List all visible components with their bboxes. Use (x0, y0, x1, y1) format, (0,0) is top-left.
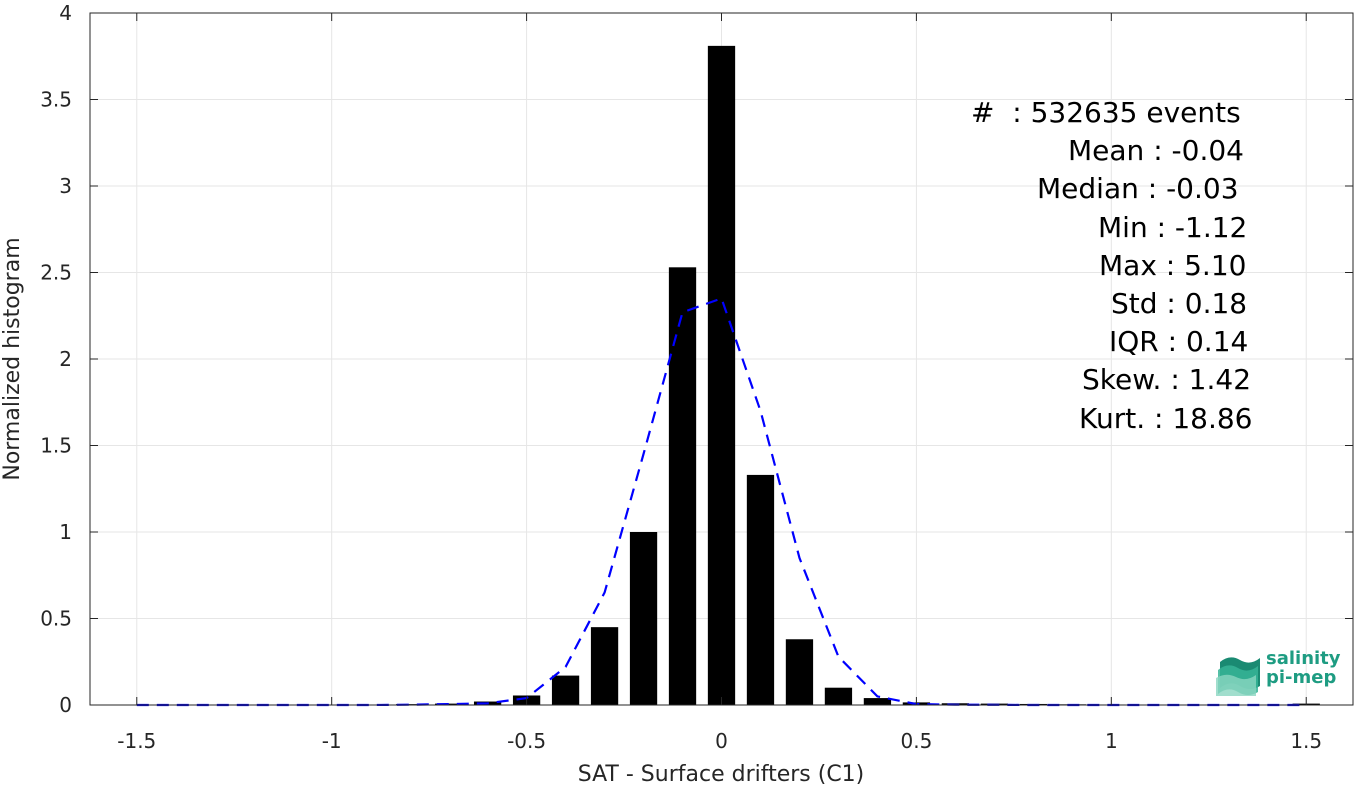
x-tick-label: 1 (1105, 729, 1118, 753)
statistics-panel: # : 532635 events Mean : -0.04 Median : … (900, 94, 1280, 438)
stats-std: Std : 0.18 (1111, 286, 1248, 320)
x-axis-label: SAT - Surface drifters (C1) (578, 762, 865, 785)
histogram-bar (629, 532, 658, 705)
y-axis-label: Normalized histogram (0, 237, 25, 480)
stats-skew: Skew. : 1.42 (1082, 363, 1252, 397)
y-tick-label: 1.5 (40, 434, 72, 458)
y-tick-label: 3.5 (40, 88, 72, 112)
histogram-bar (746, 474, 775, 705)
histogram-bars (396, 45, 1320, 706)
logo-line1: salinity (1266, 648, 1341, 669)
histogram-bar (551, 675, 580, 705)
x-tick-label: -1 (322, 729, 342, 753)
y-tick-label: 2 (59, 347, 72, 371)
x-tick-label: 1.5 (1290, 729, 1322, 753)
y-tick-label: 1 (59, 520, 72, 544)
y-tick-label: 4 (59, 1, 72, 25)
histogram-bar (863, 698, 892, 705)
x-tick-label: 0 (715, 729, 728, 753)
salinity-pi-mep-logo: salinity pi-mep (1216, 646, 1346, 696)
stats-mean: Mean : -0.04 (1068, 134, 1244, 168)
axis-ticks: -1.5 -1 -0.5 0 0.5 1 1.5 0 0.5 1 1.5 2 2.5 3 3.5 4 (40, 1, 1353, 753)
y-tick-label: 2.5 (40, 261, 72, 285)
waves-icon (1216, 657, 1260, 696)
histogram-bar (707, 45, 736, 706)
stats-iqr: IQR : 0.14 (1109, 325, 1249, 359)
x-tick-label: 0.5 (901, 729, 933, 753)
histogram-bar (824, 687, 853, 705)
stats-min: Min : -1.12 (1098, 210, 1248, 244)
y-tick-label: 0.5 (40, 607, 72, 631)
histogram-bar (668, 267, 697, 705)
logo-line2: pi-mep (1266, 667, 1337, 688)
stats-kurt: Kurt. : 18.86 (1079, 401, 1253, 435)
stats-events: # : 532635 events (971, 96, 1241, 129)
histogram-bar (785, 639, 814, 705)
x-tick-label: -1.5 (117, 729, 156, 753)
histogram-bar (590, 627, 619, 705)
stats-median: Median : -0.03 (1037, 172, 1239, 206)
y-tick-label: 0 (59, 693, 72, 717)
stats-max: Max : 5.10 (1099, 248, 1247, 282)
y-tick-label: 3 (59, 174, 72, 198)
x-tick-label: -0.5 (507, 729, 546, 753)
